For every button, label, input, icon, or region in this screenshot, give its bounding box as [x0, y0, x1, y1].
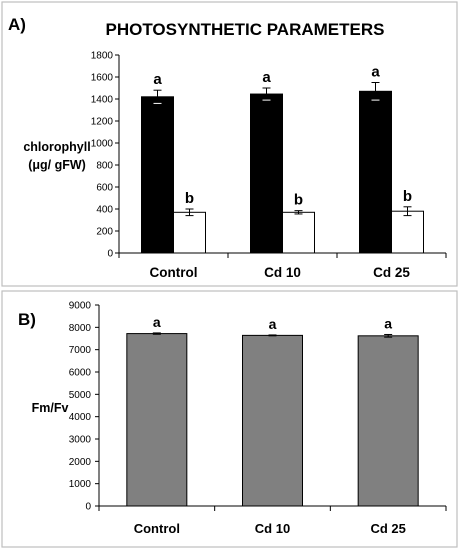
significance-label: b	[403, 188, 412, 205]
chart-title: PHOTOSYNTHETIC PARAMETERS	[106, 20, 385, 39]
bar	[391, 210, 424, 254]
panel-a-ylabel-line2: (μg/ gFW)	[28, 158, 86, 172]
x-tick-label: Cd 10	[264, 265, 301, 280]
bar	[173, 211, 206, 254]
x-tick-label: Control	[134, 521, 180, 536]
bar	[242, 334, 303, 507]
y-tick-label: 400	[96, 205, 113, 216]
bar	[282, 211, 315, 254]
significance-label: b	[185, 190, 194, 207]
y-tick-label: 1200	[91, 117, 114, 128]
panel-b-plot: 0 1000 2000 3000 4000 5000 6000 7000 8000 9000 Con…	[69, 301, 447, 536]
y-tick-label: 1800	[91, 51, 114, 62]
y-tick-label: 1000	[91, 139, 114, 150]
panel-b-label: B)	[18, 310, 36, 329]
x-tick-label: Cd 25	[370, 521, 405, 536]
y-tick-label: 1600	[91, 73, 114, 84]
bar	[126, 333, 188, 507]
y-tick-label: 3000	[69, 435, 92, 446]
panel-a-ylabel-line1: chlorophyll	[23, 140, 90, 154]
y-tick-label: 800	[96, 161, 113, 172]
y-tick-label: 200	[96, 227, 113, 238]
y-tick-label: 7000	[69, 345, 92, 356]
significance-label: a	[153, 314, 161, 330]
y-tick-label: 600	[96, 183, 113, 194]
significance-label: a	[262, 69, 271, 86]
bar	[359, 90, 392, 254]
significance-label: a	[371, 64, 380, 81]
panel-a-plot: 0 200 400 600 800 1000 1200 1400 1600 1800 Control…	[91, 51, 447, 280]
y-tick-label: 0	[107, 249, 113, 260]
y-tick-label: 9000	[69, 301, 92, 312]
y-tick-label: 1400	[91, 95, 114, 106]
y-tick-label: 0	[85, 502, 91, 513]
y-tick-label: 5000	[69, 390, 92, 401]
y-tick-label: 2000	[69, 457, 92, 468]
x-tick-label: Cd 25	[373, 265, 410, 280]
bar	[250, 93, 283, 254]
bar	[141, 96, 174, 254]
significance-label: a	[384, 315, 392, 331]
y-tick-label: 8000	[69, 323, 92, 334]
significance-label: a	[269, 316, 277, 332]
significance-label: a	[153, 71, 162, 88]
y-tick-label: 6000	[69, 368, 92, 379]
x-tick-label: Control	[150, 265, 198, 280]
panel-b-ylabel: Fm/Fv	[32, 401, 69, 415]
y-tick-label: 4000	[69, 412, 92, 423]
bar	[357, 335, 419, 507]
panel-a-label: A)	[8, 15, 26, 34]
panel-a-frame	[1, 1, 458, 287]
y-tick-label: 1000	[69, 479, 92, 490]
significance-label: b	[294, 192, 303, 209]
x-tick-label: Cd 10	[255, 521, 290, 536]
panel-b-frame	[1, 290, 458, 548]
